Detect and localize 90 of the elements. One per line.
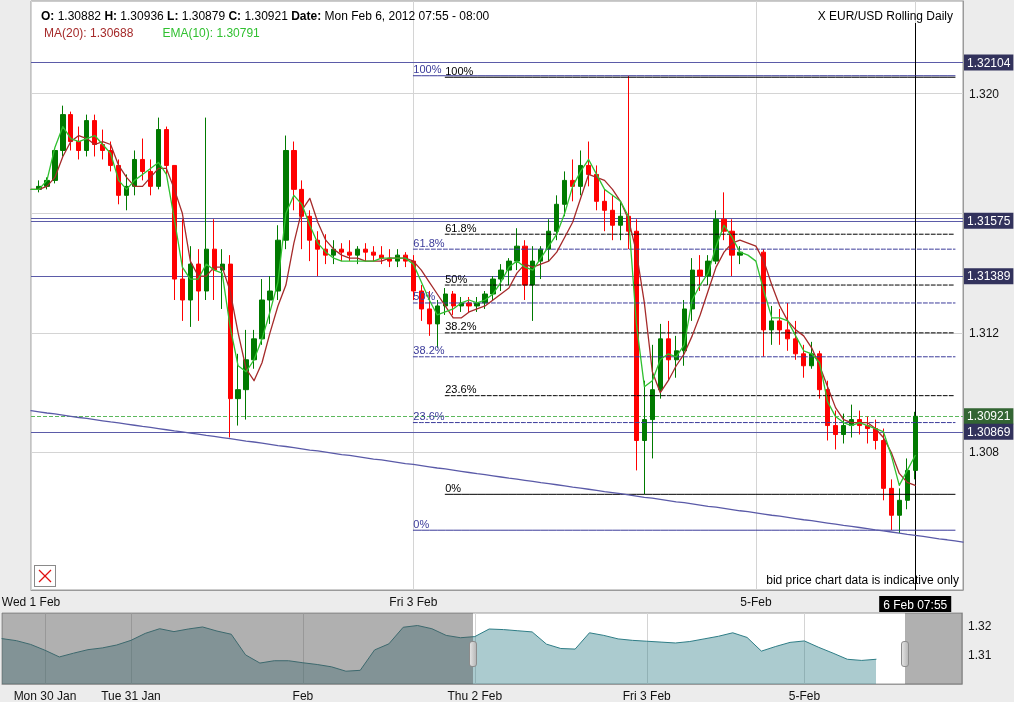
candlestick bbox=[220, 248, 225, 310]
series-label: 23.6% bbox=[445, 383, 477, 396]
candlestick bbox=[363, 242, 368, 262]
text: MA(20): 1.30688 bbox=[44, 26, 134, 40]
y-tick-label: 1.32 bbox=[968, 619, 992, 634]
candlestick bbox=[76, 126, 81, 160]
candlestick bbox=[610, 194, 615, 241]
candlestick bbox=[905, 457, 910, 510]
ref-line-label: 1.30869 bbox=[967, 424, 1011, 439]
x-tick-label: Thu 2 Feb bbox=[447, 689, 503, 702]
candlestick bbox=[889, 478, 894, 531]
ref-line-label: 1.31389 bbox=[967, 269, 1011, 284]
candlestick bbox=[865, 416, 870, 444]
x-tick-label: 5-Feb bbox=[788, 689, 821, 702]
candlestick bbox=[347, 239, 352, 262]
candlestick bbox=[180, 218, 185, 322]
candlestick bbox=[658, 323, 663, 400]
candlestick bbox=[148, 158, 153, 196]
series-label: 38.2% bbox=[445, 320, 477, 333]
candlestick bbox=[331, 239, 336, 265]
candlestick bbox=[594, 164, 599, 211]
candlestick bbox=[140, 138, 145, 181]
ref-line-label: 1.32104 bbox=[967, 55, 1011, 70]
x-tick-label: Wed 1 Feb bbox=[1, 595, 61, 609]
y-tick-label: 1.320 bbox=[969, 86, 1000, 101]
candlestick bbox=[100, 129, 105, 160]
x-tick-label: Tue 31 Jan bbox=[101, 689, 161, 702]
x-tick-label: Fri 3 Feb bbox=[389, 595, 438, 609]
candlestick bbox=[283, 135, 289, 250]
candlestick bbox=[339, 242, 344, 262]
candlestick bbox=[514, 227, 520, 271]
candlestick bbox=[897, 487, 902, 534]
candlestick bbox=[602, 188, 607, 232]
candlestick bbox=[841, 413, 846, 444]
candlestick bbox=[259, 278, 265, 346]
x-tick-label: 6 Feb 07:55 bbox=[883, 598, 948, 612]
ref-line-label: 1.30921 bbox=[967, 409, 1011, 424]
x-tick-label: Feb bbox=[292, 689, 314, 702]
candlestick bbox=[371, 245, 376, 262]
series-label: 100% bbox=[445, 64, 474, 77]
candlestick bbox=[235, 353, 241, 427]
ref-line-label: 1.31575 bbox=[967, 213, 1011, 228]
candlestick bbox=[554, 194, 559, 241]
series-label: 61.8% bbox=[413, 236, 445, 249]
candlestick bbox=[618, 200, 623, 241]
candlestick bbox=[793, 320, 798, 361]
candlestick bbox=[881, 428, 886, 501]
candlestick bbox=[267, 275, 273, 325]
candlestick bbox=[188, 245, 193, 328]
candlestick bbox=[666, 320, 671, 382]
x-tick-label: Fri 3 Feb bbox=[622, 689, 672, 702]
candlestick bbox=[586, 141, 591, 187]
x-tick-label: Mon 30 Jan bbox=[13, 689, 77, 702]
candlestick bbox=[785, 302, 790, 352]
y-tick-label: 1.308 bbox=[969, 445, 1000, 460]
candlestick bbox=[873, 419, 878, 450]
candlestick bbox=[212, 218, 217, 301]
series-label: 61.8% bbox=[445, 221, 477, 234]
candlestick bbox=[84, 114, 89, 157]
candlestick bbox=[251, 329, 257, 370]
candlestick bbox=[650, 344, 655, 459]
text: EMA(10): 1.30791 bbox=[162, 26, 261, 40]
candlestick bbox=[833, 410, 838, 450]
candlestick bbox=[291, 141, 297, 211]
series-label: 38.2% bbox=[413, 344, 445, 357]
candlestick bbox=[697, 254, 703, 292]
candlestick bbox=[498, 263, 504, 292]
candlestick bbox=[769, 305, 774, 346]
line-series bbox=[30, 409, 964, 543]
y-tick-label: 1.312 bbox=[969, 325, 1000, 340]
candlestick bbox=[172, 164, 177, 301]
candlestick bbox=[164, 126, 169, 175]
candlestick bbox=[204, 117, 209, 301]
candlestick bbox=[132, 149, 137, 196]
chart-title: O: 1.30882 H: 1.30936 L: 1.30879 C: 1.30921 Date: Mon Feb 6, 2012 07:55 - 08:00 bbox=[41, 9, 490, 23]
series-label: 100% bbox=[413, 63, 442, 76]
candlestick bbox=[156, 117, 161, 190]
text: X EUR/USD Rolling Daily bbox=[817, 9, 954, 23]
candlestick bbox=[60, 105, 66, 157]
y-tick-label: 1.31 bbox=[968, 648, 992, 663]
candlestick bbox=[355, 245, 360, 265]
series-label: 0% bbox=[413, 517, 430, 530]
x-tick-label: 5-Feb bbox=[740, 595, 772, 609]
candlestick bbox=[913, 411, 918, 480]
candlestick bbox=[228, 254, 233, 439]
candlestick bbox=[777, 308, 782, 346]
candlestick bbox=[801, 344, 806, 379]
candlestick bbox=[451, 290, 456, 316]
series-label: 0% bbox=[445, 481, 462, 494]
candlestick bbox=[642, 380, 647, 495]
